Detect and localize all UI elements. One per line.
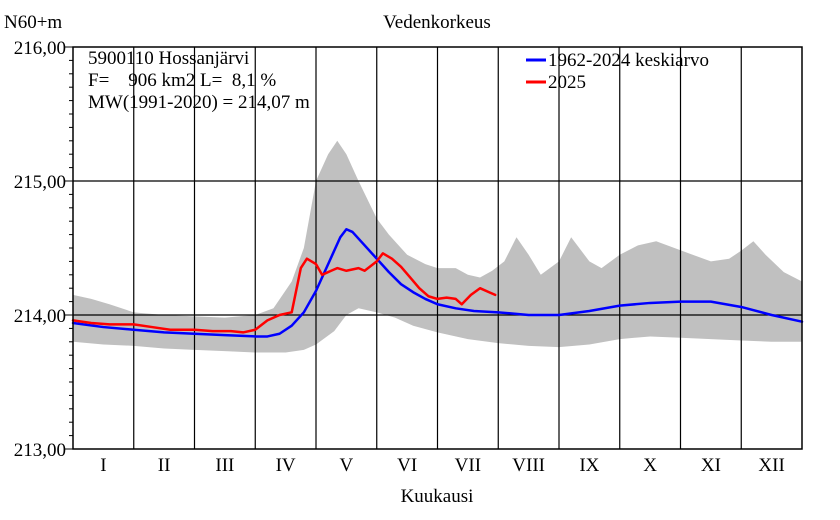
station-info-line-2: F= 906 km2 L= 8,1 % [88,70,276,91]
plot-frame [72,46,803,450]
x-tick-labels: I II III IV V VI VII VIII IX X XI XII [100,455,785,476]
y-tick-label: 214,00 [14,306,66,327]
series-layer [71,227,804,338]
x-tick-label: XI [701,455,721,476]
station-info-line-3: MW(1991-2020) = 214,07 m [88,92,310,113]
x-tick-label: V [340,455,354,476]
x-tick-label: XII [758,455,784,476]
y-axis-unit-label: N60+m [4,12,62,33]
station-info: 5900110 Hossanjärvi F= 906 km2 L= 8,1 % … [88,48,310,113]
x-tick-label: X [643,455,657,476]
x-tick-label: II [158,455,171,476]
y-tick-label: 213,00 [14,440,66,461]
y-tick-labels: 213,00 214,00 215,00 216,00 [14,38,66,461]
series-line-2025 [71,252,497,334]
x-tick-label: IX [579,455,599,476]
x-tick-label: VIII [512,455,545,476]
x-tick-label: VI [397,455,417,476]
x-axis-label: Kuukausi [401,486,474,507]
x-tick-label: IV [276,455,296,476]
y-tick-label: 215,00 [14,172,66,193]
x-tick-label: I [100,455,106,476]
grid-layer [65,46,802,450]
chart-title: Vedenkorkeus [383,12,491,33]
series-line-mean [71,227,804,338]
legend: 1962-2024 keskiarvo 2025 [526,50,709,93]
legend-label-mean: 1962-2024 keskiarvo [548,50,709,71]
x-tick-label: III [215,455,234,476]
station-info-line-1: 5900110 Hossanjärvi [88,48,249,69]
legend-label-2025: 2025 [548,72,586,93]
y-tick-label: 216,00 [14,38,66,59]
x-tick-label: VII [455,455,481,476]
